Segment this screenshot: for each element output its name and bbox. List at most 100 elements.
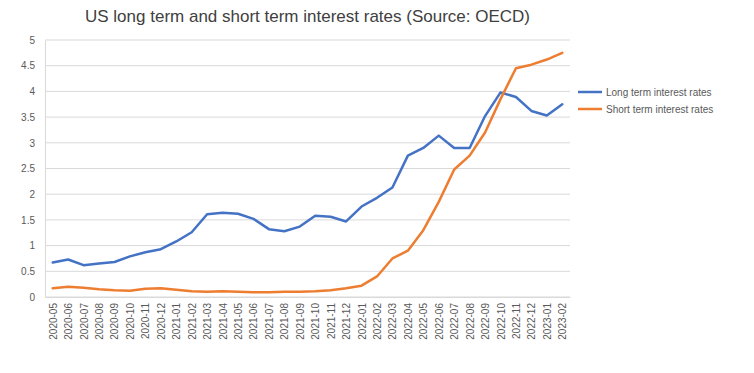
- x-tick: 2022-05: [418, 297, 429, 340]
- x-tick: 2020-11: [140, 297, 151, 339]
- grid-line: [45, 168, 570, 169]
- x-axis-line: [46, 297, 571, 298]
- grid-line: [45, 142, 570, 143]
- y-tick-label: 1.5: [21, 215, 35, 226]
- grid-line: [45, 245, 570, 246]
- y-tick-label: 2: [29, 189, 35, 200]
- series-line: [53, 92, 563, 265]
- x-tick-label: 2021-05: [233, 303, 244, 340]
- y-tick-label: 4.5: [21, 60, 35, 71]
- x-tick: 2021-09: [295, 297, 306, 340]
- x-tick: 2022-07: [449, 297, 460, 340]
- x-tick-label: 2020-08: [94, 303, 105, 340]
- x-tick-label: 2021-10: [310, 303, 321, 340]
- grid-line: [45, 194, 570, 195]
- grid-line: [45, 297, 570, 298]
- x-tick: 2021-07: [264, 297, 275, 340]
- y-tick: 4.5: [21, 60, 45, 71]
- x-tick-label: 2021-11: [326, 303, 337, 339]
- x-tick-label: 2021-07: [264, 303, 275, 340]
- x-tick-label: 2021-08: [279, 303, 290, 340]
- x-axis: 2020-05 2020-06 2020-07 2020-08 2020-09 2020-…: [46, 297, 571, 340]
- grid-line: [45, 65, 570, 66]
- lines: [53, 53, 563, 293]
- x-tick: 2022-09: [480, 297, 491, 340]
- x-tick: 2022-06: [434, 297, 445, 340]
- x-tick: 2021-11: [326, 297, 337, 339]
- x-tick: 2020-09: [109, 297, 120, 340]
- x-tick-label: 2021-04: [218, 303, 229, 340]
- y-tick-label: 5: [29, 35, 35, 46]
- x-tick-label: 2023-02: [557, 303, 568, 340]
- x-tick-label: 2022-08: [465, 303, 476, 340]
- x-tick-label: 2021-02: [187, 303, 198, 340]
- x-tick-label: 2021-01: [171, 303, 182, 340]
- x-tick: 2020-10: [125, 297, 136, 340]
- y-tick-label: 1: [29, 240, 35, 251]
- x-tick-label: 2022-07: [449, 303, 460, 340]
- y-tick-label: 3: [29, 138, 35, 149]
- x-tick-label: 2021-09: [295, 303, 306, 340]
- title: US long term and short term interest rat…: [85, 7, 530, 26]
- y-axis: 0 0.5 1 1.5 2 2.5 3 3.5 4 4.5 5: [21, 35, 45, 303]
- grid: [45, 40, 570, 297]
- x-tick-label: 2022-01: [357, 303, 368, 340]
- series-line: [53, 53, 563, 293]
- y-tick-label: 0.5: [21, 266, 35, 277]
- x-tick: 2021-03: [202, 297, 213, 340]
- y-tick-label: 0: [29, 292, 35, 303]
- grid-line: [45, 40, 570, 41]
- x-tick-label: 2022-12: [526, 303, 537, 340]
- x-tick: 2021-01: [171, 297, 182, 340]
- x-tick: 2021-08: [279, 297, 290, 340]
- x-tick-label: 2020-10: [125, 303, 136, 340]
- x-tick: 2021-10: [310, 297, 321, 340]
- x-tick: 2020-07: [79, 297, 90, 340]
- x-tick: 2022-11: [511, 297, 522, 339]
- legend-label: Long term interest rates: [606, 87, 712, 98]
- legend-swatch: [578, 91, 602, 94]
- x-tick: 2020-05: [48, 297, 59, 340]
- y-tick-label: 4: [29, 86, 35, 97]
- x-tick: 2022-12: [526, 297, 537, 340]
- y-tick: 1.5: [21, 215, 45, 226]
- x-tick: 2021-02: [187, 297, 198, 340]
- x-tick: 2021-05: [233, 297, 244, 340]
- y-tick-label: 3.5: [21, 112, 35, 123]
- grid-line: [45, 91, 570, 92]
- x-tick-label: 2020-11: [140, 303, 151, 339]
- y-tick: 3.5: [21, 112, 45, 123]
- x-tick-label: 2023-01: [542, 303, 553, 340]
- x-tick-label: 2022-09: [480, 303, 491, 340]
- x-tick-label: 2022-04: [403, 303, 414, 340]
- x-tick-label: 2020-12: [156, 303, 167, 340]
- y-tick: 3: [29, 138, 45, 149]
- grid-line: [45, 271, 570, 272]
- x-tick: 2022-10: [496, 297, 507, 340]
- legend-label: Short term interest rates: [606, 104, 713, 115]
- x-tick: 2023-01: [542, 297, 553, 340]
- x-tick-label: 2021-03: [202, 303, 213, 340]
- y-axis-line: [45, 41, 46, 298]
- x-tick: 2022-08: [465, 297, 476, 340]
- legend-swatch: [578, 108, 602, 111]
- x-tick: 2022-04: [403, 297, 414, 340]
- y-tick: 0: [29, 292, 45, 303]
- x-tick-label: 2022-11: [511, 303, 522, 339]
- y-tick: 2.5: [21, 163, 45, 174]
- y-tick: 0.5: [21, 266, 45, 277]
- x-tick-label: 2022-05: [418, 303, 429, 340]
- y-tick-label: 2.5: [21, 163, 35, 174]
- chart: US long term and short term interest rat…: [0, 0, 754, 373]
- legend: Long term interest rates Short term inter…: [578, 87, 713, 115]
- x-tick: 2022-03: [387, 297, 398, 340]
- x-tick-label: 2020-09: [109, 303, 120, 340]
- x-tick-label: 2021-12: [341, 303, 352, 340]
- x-tick: 2021-06: [248, 297, 259, 340]
- x-tick-label: 2020-07: [79, 303, 90, 340]
- x-tick: 2023-02: [557, 297, 568, 340]
- x-tick: 2020-08: [94, 297, 105, 340]
- x-tick: 2022-01: [357, 297, 368, 340]
- x-tick-label: 2020-05: [48, 303, 59, 340]
- x-tick: 2020-06: [63, 297, 74, 340]
